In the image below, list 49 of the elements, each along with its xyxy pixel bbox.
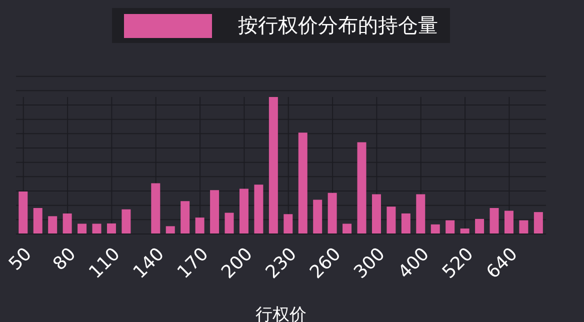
bar [122, 209, 131, 234]
x-tick-label: 50 [4, 244, 36, 275]
bar [401, 213, 410, 234]
bar [106, 223, 116, 234]
bar [224, 212, 234, 234]
bar [254, 184, 264, 234]
x-tick-label: 140 [129, 244, 168, 283]
bar [166, 226, 175, 234]
x-tick-label: 110 [85, 244, 124, 283]
bar [180, 201, 190, 234]
bar [18, 192, 28, 234]
bar [504, 210, 514, 234]
bar [284, 214, 293, 234]
bar [357, 142, 366, 234]
bar [386, 206, 396, 234]
bar [519, 220, 528, 234]
x-tick-label: 80 [49, 244, 80, 275]
bar [48, 216, 58, 234]
bar [446, 220, 455, 234]
bar [239, 188, 248, 234]
x-tick-label: 170 [173, 244, 213, 283]
bar [62, 213, 72, 234]
bar [151, 183, 160, 234]
bar [33, 208, 42, 234]
bar [268, 97, 278, 234]
x-tick-label: 230 [262, 244, 301, 283]
bar [534, 212, 543, 234]
x-tick-label: 200 [218, 244, 257, 283]
bar [328, 192, 337, 234]
bar [372, 194, 381, 234]
x-tick-label: 300 [350, 244, 390, 283]
bar [416, 194, 426, 234]
bar [298, 132, 308, 234]
x-axis-title: 行权价 [256, 305, 306, 322]
legend-label: 按行权价分布的持仓量 [238, 12, 438, 39]
x-tick-label: 260 [306, 244, 346, 283]
bar [460, 228, 470, 234]
bar [195, 218, 204, 234]
bar [313, 200, 322, 234]
bar [475, 218, 484, 234]
x-tick-label: 520 [438, 244, 478, 283]
bar [92, 224, 102, 234]
bar [490, 208, 499, 234]
x-tick-label: 400 [394, 244, 434, 283]
bar [78, 224, 87, 234]
x-tick-label: 640 [482, 244, 522, 283]
bar [342, 224, 352, 234]
bar [430, 224, 440, 234]
bar [210, 190, 220, 234]
